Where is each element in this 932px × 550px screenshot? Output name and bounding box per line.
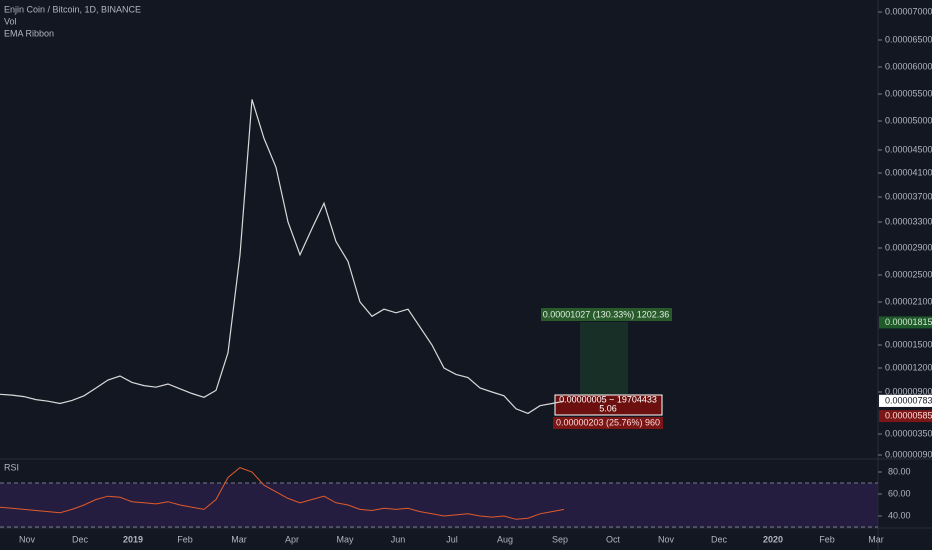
time-label: Nov [658, 534, 675, 544]
rsi-tick-label: 60.00 [888, 488, 911, 498]
time-label: Mar [868, 534, 884, 544]
target-zone [580, 322, 628, 398]
symbol-title: Enjin Coin / Bitcoin, 1D, BINANCE [4, 4, 141, 14]
price-badge [879, 316, 932, 329]
rsi-tick-label: 40.00 [888, 510, 911, 520]
time-label: Jun [391, 534, 406, 544]
price-tick-label: 0.00005500 [885, 88, 932, 98]
time-label: Jul [446, 534, 458, 544]
price-tick-label: 0.00006500 [885, 34, 932, 44]
time-label: Oct [606, 534, 621, 544]
price-tick-label: 0.00006000 [885, 61, 932, 71]
price-tick-label: 0.00000900 [885, 386, 932, 396]
price-tick-label: 0.00001200 [885, 362, 932, 372]
price-badge-label: 0.00001815 [885, 317, 932, 327]
price-tick-label: 0.00004500 [885, 144, 932, 154]
time-label: Apr [285, 534, 299, 544]
time-label: Dec [72, 534, 89, 544]
time-label: Feb [177, 534, 193, 544]
indicator-label: Vol [4, 16, 17, 26]
time-label: Mar [231, 534, 247, 544]
price-badge-label: 0.00000783 [885, 395, 932, 405]
time-label: Sep [552, 534, 568, 544]
price-tick-label: 0.00002900 [885, 242, 932, 252]
price-badge [879, 394, 932, 407]
rsi-label: RSI [4, 462, 19, 472]
time-label: Nov [19, 534, 36, 544]
position-center-box [554, 394, 663, 416]
time-label: 2020 [763, 534, 783, 544]
price-tick-label: 0.00007000 [885, 6, 932, 16]
price-tick-label: 0.00003300 [885, 216, 932, 226]
rsi-tick-label: 80.00 [888, 466, 911, 476]
price-tick-label: 0.00003700 [885, 191, 932, 201]
price-tick-label: 0.00005000 [885, 115, 932, 125]
rsi-line [0, 467, 565, 520]
time-label: Aug [497, 534, 513, 544]
target-label-box [541, 308, 672, 321]
stop-label: 0.00000203 (25.76%) 960 [556, 417, 660, 427]
price-tick-label: 0.00000350 [885, 428, 932, 438]
price-tick-label: 0.00000090 [885, 449, 932, 459]
time-label: May [336, 534, 354, 544]
target-label: 0.00001027 (130.33%) 1202.36 [543, 309, 670, 319]
price-tick-label: 0.00002100 [885, 296, 932, 306]
price-tick-label: 0.00004100 [885, 167, 932, 177]
time-label: Dec [711, 534, 728, 544]
time-label: 2019 [123, 534, 143, 544]
rsi-band-fill [0, 483, 878, 527]
price-badge [879, 410, 932, 423]
indicator-label: EMA Ribbon [4, 28, 54, 38]
stop-label-box [553, 417, 663, 429]
price-tick-label: 0.00002500 [885, 269, 932, 279]
position-center-line: 5.06 [599, 403, 617, 413]
price-line [0, 99, 565, 415]
time-label: Feb [819, 534, 835, 544]
price-badge-label: 0.00000585 [885, 410, 932, 420]
position-center-line: 0.00000005 ~ 19704433 [559, 394, 657, 404]
price-tick-label: 0.00001500 [885, 339, 932, 349]
